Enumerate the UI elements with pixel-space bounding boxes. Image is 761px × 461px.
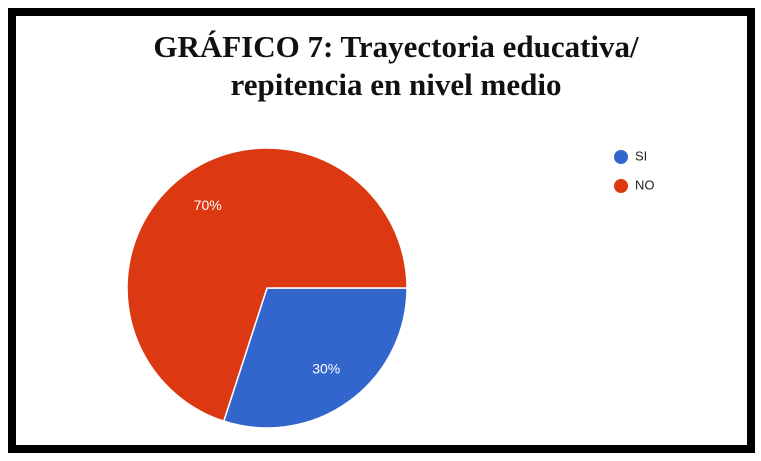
pie-slice xyxy=(222,287,408,429)
chart-title: repitencia en nivel medio xyxy=(231,67,562,102)
chart-title: GRÁFICO 7: Trayectoria educativa/ xyxy=(153,29,639,64)
legend-swatch xyxy=(614,179,628,193)
pie-slice xyxy=(126,147,408,423)
legend-label: SI xyxy=(635,148,647,163)
slice-label: 30% xyxy=(312,360,340,376)
legend-swatch xyxy=(614,150,628,164)
slice-label: 70% xyxy=(194,197,222,213)
legend-label: NO xyxy=(635,177,655,192)
